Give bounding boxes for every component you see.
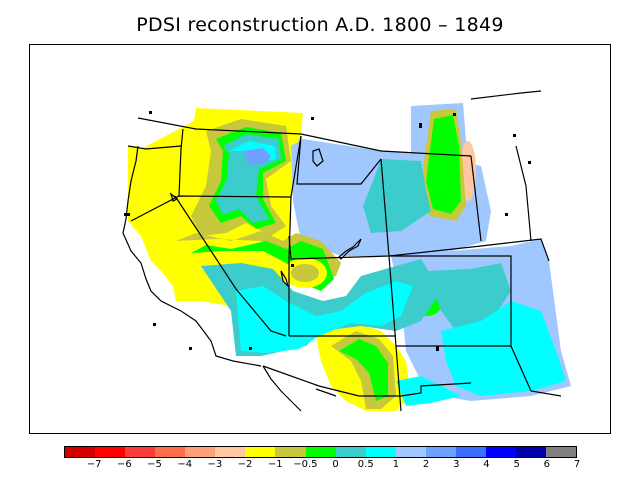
south-dakota-line — [515, 145, 532, 242]
small-lakes — [124, 111, 531, 351]
nevada-utah-line — [288, 196, 292, 336]
baja-coastline — [262, 365, 337, 412]
colorbar-swatch — [395, 447, 426, 457]
flathead-lake-icon — [312, 148, 324, 167]
pdsi-colorbar — [64, 446, 577, 458]
colorbar-tick-label: 2 — [422, 459, 430, 470]
colorbar-swatch — [215, 447, 246, 457]
utah-idaho-line — [290, 135, 302, 198]
oregon-south-line — [130, 195, 292, 222]
colorbar-tick-label: 0 — [332, 459, 339, 470]
colorbar-swatch — [425, 447, 456, 457]
colorbar-swatch — [65, 447, 96, 457]
colorbar-swatch — [95, 447, 126, 457]
oregon-washington-line — [127, 145, 182, 150]
colorbar-tick-label: 5 — [513, 459, 520, 470]
canada-border-east — [470, 90, 542, 100]
cyan-area-southwest — [396, 376, 461, 406]
colorbar-tick-label: −0.5 — [293, 459, 318, 470]
montana-idaho-line — [296, 135, 382, 185]
pacific-coastline — [122, 145, 262, 367]
colorbar-tick-label: −3 — [207, 459, 223, 470]
colorbar-tick-label: −2 — [237, 459, 253, 470]
pdsi-map — [122, 90, 571, 412]
colorbar-tick-label: −4 — [177, 459, 193, 470]
idaho-western-border — [178, 128, 184, 197]
us-canada-border — [137, 117, 472, 157]
lake-icon — [169, 192, 290, 289]
colorbar-tick-label: 0.5 — [357, 459, 374, 470]
colorbar-labels: −7 −6 −5 −4 −3 −2 −1 −0.5 0 0.5 1 2 3 4 5 6 7 — [64, 459, 581, 473]
colorbar-swatch — [185, 447, 216, 457]
colorbar-tick-label: 7 — [573, 459, 581, 470]
colorbar-swatch — [125, 447, 156, 457]
map-frame — [29, 44, 611, 434]
colorbar-tick-label: −5 — [147, 459, 162, 470]
colorbar-swatch — [455, 447, 486, 457]
nm-mexico-border — [400, 382, 472, 397]
colorbar-tick-label: 1 — [392, 459, 400, 470]
colorbar-tick-label: −1 — [267, 459, 283, 470]
colorbar-swatch — [485, 447, 516, 457]
green-band-south — [339, 339, 388, 401]
colorbar-tick-label: −7 — [86, 459, 102, 470]
colorbar-swatch — [245, 447, 276, 457]
colorbar-tick-label: 6 — [543, 459, 550, 470]
colorbar-tick-label: 4 — [483, 459, 490, 470]
olive-ring-utah — [291, 264, 319, 282]
teal-area-east — [363, 159, 431, 233]
green-band-east — [426, 115, 461, 214]
colorbar-swatch — [155, 447, 186, 457]
north-dakota-line — [470, 155, 482, 242]
colorbar-tick-label: −6 — [116, 459, 132, 470]
great-salt-lake-icon — [338, 238, 362, 260]
blue-area-idaho — [243, 148, 271, 165]
new-mexico-west — [395, 345, 402, 412]
nevada-california-border — [174, 195, 287, 337]
cyan-area-basin — [236, 281, 413, 353]
colorbar-swatch — [275, 447, 306, 457]
colorbar-tick-label: 3 — [453, 459, 460, 470]
colorbar-swatch — [305, 447, 336, 457]
colorbar-swatch — [335, 447, 366, 457]
cyan-area-southeast — [441, 301, 566, 396]
colorbar-swatch — [515, 447, 546, 457]
teal-area-southeast — [426, 263, 511, 331]
colorbar-swatch — [365, 447, 396, 457]
nm-texas-line — [510, 345, 562, 397]
nebraska-line — [388, 238, 550, 262]
colorbar-swatch — [546, 447, 577, 457]
arizona-mexico-border — [262, 365, 401, 397]
map-title: PDSI reconstruction A.D. 1800 – 1849 — [136, 14, 504, 36]
